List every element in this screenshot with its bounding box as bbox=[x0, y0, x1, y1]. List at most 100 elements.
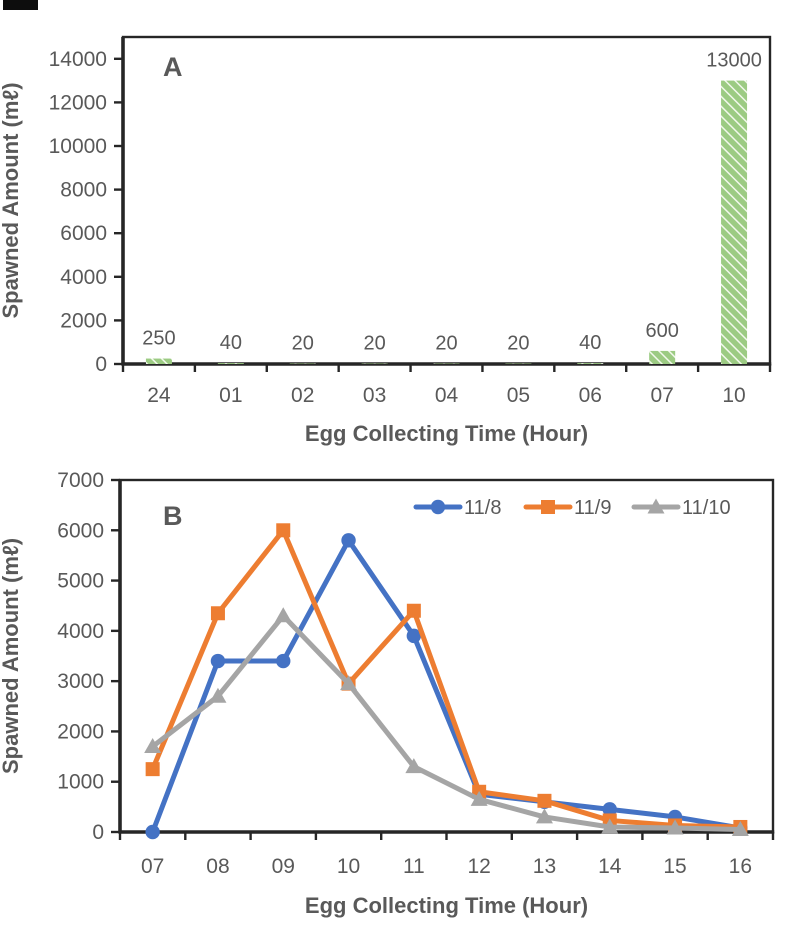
plot-border bbox=[121, 35, 772, 366]
x-tick-label: 09 bbox=[272, 855, 295, 878]
bar-value-label: 600 bbox=[645, 320, 678, 342]
bar-value-label: 20 bbox=[363, 333, 385, 355]
panel-label: B bbox=[163, 501, 183, 531]
bar bbox=[721, 80, 748, 364]
bar-value-label: 40 bbox=[220, 332, 242, 354]
series-line-11-8 bbox=[150, 537, 743, 835]
y-tick-label: 4000 bbox=[60, 266, 107, 289]
data-point-marker-11-8 bbox=[276, 653, 291, 669]
y-tick-label: 10000 bbox=[49, 135, 107, 158]
scan-artifact-mark bbox=[3, 0, 38, 10]
y-tick-label: 5000 bbox=[57, 570, 104, 593]
chart-a-spawned-amount-bar: 0 2000 4000 6000 8000 10000 12000 14000 24 01 02 03… bbox=[0, 0, 800, 455]
bar-value-label: 20 bbox=[292, 333, 314, 355]
x-tick-label: 12 bbox=[467, 855, 490, 878]
x-tick-label: 14 bbox=[598, 855, 622, 878]
y-axis: 0 2000 4000 6000 8000 10000 12000 14000 bbox=[49, 48, 123, 376]
legend-label-11-10: 11/10 bbox=[682, 497, 731, 519]
legend-item-11-9: 11/9 bbox=[523, 497, 611, 519]
data-point-marker-11-10 bbox=[340, 675, 358, 691]
y-tick-label: 2000 bbox=[57, 720, 104, 743]
legend-item-11-10: 11/10 bbox=[631, 497, 731, 519]
x-tick-label: 03 bbox=[363, 384, 386, 407]
legend-label-11-8: 11/8 bbox=[464, 497, 501, 519]
x-tick-label: 24 bbox=[147, 384, 171, 407]
y-tick-label: 1000 bbox=[57, 771, 104, 794]
line-chart-canvas: 0 1000 2000 3000 4000 5000 6000 7000 07 08 09 10 11 1… bbox=[0, 469, 775, 918]
x-axis-title: Egg Collecting Time (Hour) bbox=[305, 893, 588, 918]
bar bbox=[649, 350, 676, 364]
y-tick-label: 12000 bbox=[49, 91, 107, 114]
x-axis-title: Egg Collecting Time (Hour) bbox=[305, 421, 588, 446]
legend-item-11-8: 11/8 bbox=[413, 497, 501, 519]
x-axis: 24 01 02 03 04 05 06 07 10 bbox=[121, 364, 772, 407]
x-axis: 07 08 09 10 11 12 13 14 15 16 bbox=[118, 832, 775, 878]
data-point-marker-11-10 bbox=[601, 818, 619, 834]
y-tick-label: 6000 bbox=[57, 519, 104, 542]
series-11-9 bbox=[145, 523, 748, 834]
y-tick-label: 8000 bbox=[60, 179, 107, 202]
x-tick-label: 08 bbox=[206, 855, 229, 878]
bars-group: 250 40 20 20 20 20 40 600 13000 bbox=[142, 50, 762, 364]
data-point-marker-11-8 bbox=[210, 653, 226, 669]
data-point-marker-11-8 bbox=[341, 533, 356, 548]
x-tick-label: 04 bbox=[435, 384, 459, 407]
series-line-11-10 bbox=[150, 613, 743, 832]
data-point-marker-11-9 bbox=[537, 793, 552, 808]
x-tick-label: 15 bbox=[663, 855, 686, 878]
x-tick-label: 05 bbox=[507, 384, 530, 407]
legend: 11/8 11/9 11/10 bbox=[413, 497, 731, 519]
chart-b-spawned-amount-lines: 0 1000 2000 3000 4000 5000 6000 7000 07 08 09 10 11 1… bbox=[0, 455, 800, 933]
data-point-marker-11-8 bbox=[406, 628, 422, 644]
y-tick-label: 14000 bbox=[49, 48, 107, 71]
legend-marker-square-icon bbox=[541, 500, 555, 514]
y-tick-label: 4000 bbox=[57, 620, 104, 643]
data-point-marker-11-10 bbox=[144, 738, 162, 754]
series-line-11-9 bbox=[150, 527, 743, 830]
x-tick-label: 16 bbox=[729, 855, 752, 878]
x-tick-label: 02 bbox=[291, 384, 314, 407]
legend-marker-triangle-icon bbox=[647, 498, 665, 514]
x-tick-label: 10 bbox=[722, 384, 745, 407]
y-tick-label: 0 bbox=[92, 821, 104, 844]
data-point-marker-11-9 bbox=[210, 606, 225, 621]
series-11-10 bbox=[144, 607, 749, 836]
bar-chart-canvas: 0 2000 4000 6000 8000 10000 12000 14000 24 01 02 03… bbox=[0, 35, 772, 446]
y-tick-label: 0 bbox=[95, 353, 107, 376]
bar-value-label: 40 bbox=[579, 332, 601, 354]
data-point-marker-11-8 bbox=[145, 824, 160, 840]
data-point-marker-11-10 bbox=[535, 808, 553, 824]
bar bbox=[217, 363, 244, 364]
bar-value-label: 13000 bbox=[706, 50, 762, 72]
y-axis: 0 1000 2000 3000 4000 5000 6000 7000 bbox=[57, 469, 120, 844]
y-tick-label: 3000 bbox=[57, 670, 104, 693]
bar bbox=[145, 358, 172, 364]
data-point-marker-11-10 bbox=[274, 607, 292, 623]
y-tick-label: 7000 bbox=[57, 469, 104, 492]
legend-label-11-9: 11/9 bbox=[574, 497, 611, 519]
x-tick-label: 07 bbox=[141, 855, 164, 878]
data-point-marker-11-8 bbox=[602, 802, 617, 817]
x-tick-label: 01 bbox=[219, 384, 242, 407]
panel-label: A bbox=[163, 52, 183, 82]
x-tick-label: 11 bbox=[403, 855, 425, 878]
x-tick-label: 13 bbox=[533, 855, 556, 878]
data-point-marker-11-9 bbox=[276, 523, 291, 538]
legend-marker-circle-icon bbox=[430, 499, 446, 515]
y-tick-label: 6000 bbox=[60, 222, 107, 245]
data-point-marker-11-9 bbox=[145, 762, 160, 777]
y-axis-title: Spawned Amount (mℓ) bbox=[0, 82, 23, 318]
data-point-marker-11-10 bbox=[470, 790, 488, 806]
bar bbox=[577, 363, 604, 364]
bar-value-label: 250 bbox=[142, 328, 175, 350]
x-tick-label: 07 bbox=[650, 384, 673, 407]
x-tick-label: 06 bbox=[579, 384, 602, 407]
bar-value-label: 20 bbox=[507, 333, 529, 355]
data-point-marker-11-10 bbox=[731, 820, 749, 836]
y-axis-title: Spawned Amount (mℓ) bbox=[0, 538, 23, 774]
series-11-8 bbox=[145, 533, 748, 840]
x-tick-label: 10 bbox=[337, 855, 360, 878]
data-point-marker-11-9 bbox=[406, 603, 421, 618]
y-tick-label: 2000 bbox=[60, 309, 107, 332]
